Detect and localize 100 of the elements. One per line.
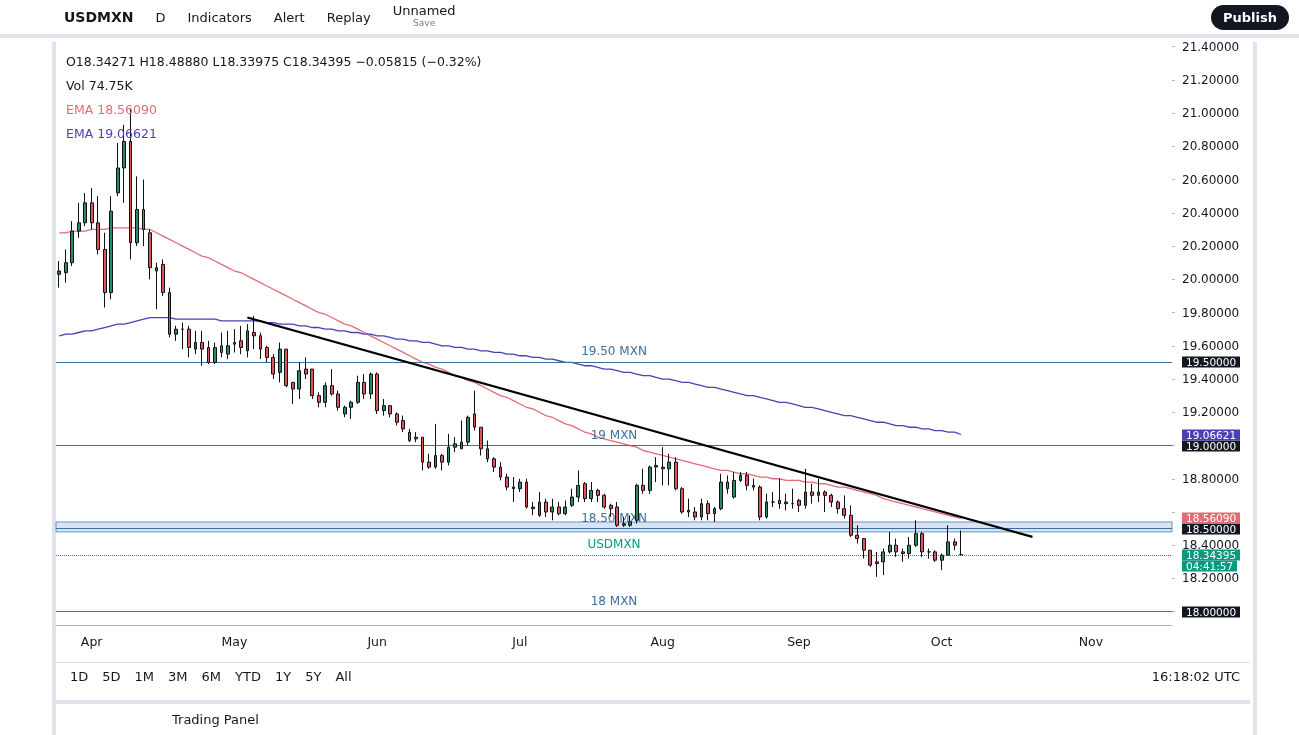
text: All (335, 669, 352, 684)
candlestick (596, 488, 600, 503)
candlestick (142, 179, 145, 247)
candlestick (940, 553, 944, 571)
candlestick (291, 381, 295, 405)
x-tick-label: Oct (930, 634, 953, 649)
candlestick (233, 328, 236, 353)
candlestick (615, 501, 619, 528)
candlestick (349, 400, 353, 420)
candlestick (499, 461, 502, 481)
candlestick (109, 195, 113, 300)
candlestick (544, 498, 548, 518)
candlestick (706, 499, 710, 521)
candlestick (155, 262, 158, 310)
candlestick (304, 356, 308, 380)
candlestick (518, 478, 522, 493)
candlestick (810, 483, 814, 505)
text: 18.34395 (1182, 548, 1241, 561)
candlestick (512, 476, 515, 503)
x-tick-label: Nov (1078, 634, 1104, 649)
candlestick (713, 506, 716, 523)
candlestick (842, 494, 846, 520)
text: 6M (201, 669, 222, 684)
candlestick (388, 405, 392, 418)
candlestick (473, 390, 476, 432)
chart-title: USDMXN (64, 9, 134, 25)
candlestick (862, 538, 866, 560)
candlestick (583, 481, 587, 503)
candlestick (83, 192, 87, 227)
candlestick (479, 426, 483, 456)
candlestick (414, 431, 418, 443)
candlestick (531, 501, 535, 516)
candlestick (70, 220, 74, 267)
y-tick-label: 21.40000 (1182, 39, 1240, 54)
candlestick (168, 287, 171, 338)
candlestick (220, 332, 223, 358)
candlestick (836, 499, 840, 515)
candlestick (823, 489, 827, 513)
candlestick (239, 325, 243, 355)
text: 3M (168, 669, 188, 684)
candlestick (213, 341, 217, 365)
candlestick (881, 548, 885, 576)
text: 04:41:57 (1182, 559, 1238, 572)
candlestick (525, 478, 528, 510)
candlestick (64, 248, 68, 284)
candlestick (693, 506, 697, 521)
candlestick (181, 322, 184, 350)
candlestick (953, 538, 957, 551)
candlestick (576, 469, 580, 503)
candlestick (778, 478, 781, 510)
candlestick (323, 381, 327, 408)
candlestick (804, 468, 807, 510)
text: Publish (1211, 4, 1289, 30)
candlestick (648, 464, 652, 495)
candlestick (868, 549, 872, 568)
candlestick (369, 371, 373, 400)
candlestick (466, 415, 470, 447)
text: 1M (134, 669, 155, 684)
candlestick (784, 493, 788, 511)
y-tick-label: 20.20000 (1182, 239, 1240, 254)
candlestick (310, 368, 314, 400)
ref-line-label: 18 MXN (590, 593, 638, 608)
candlestick (194, 330, 197, 355)
candlestick (382, 398, 386, 417)
candlestick (362, 373, 366, 400)
candlestick (894, 538, 898, 558)
candlestick (901, 548, 905, 563)
candlestick (563, 499, 567, 516)
candlestick (739, 471, 742, 483)
candlestick (797, 498, 801, 513)
text: 5Y (305, 669, 322, 684)
candlestick (401, 415, 405, 433)
y-tick-label: 20.60000 (1182, 172, 1240, 187)
candlestick (654, 456, 658, 483)
candlestick (687, 498, 690, 518)
candlestick (719, 473, 723, 511)
text: D (155, 9, 166, 25)
y-tick-label: 21.20000 (1182, 72, 1240, 87)
candlestick (284, 348, 288, 388)
candlestick (538, 491, 541, 518)
text: EMA (66, 126, 95, 141)
candlestick (421, 436, 424, 471)
text: 19.06621 (1186, 428, 1237, 440)
candlestick (447, 433, 450, 466)
candlestick (96, 195, 100, 255)
candlestick (791, 488, 794, 510)
candlestick (817, 478, 820, 503)
candlestick (356, 375, 360, 405)
candlestick (103, 232, 107, 309)
text: 16:18:02 UTC (1151, 669, 1240, 684)
annotation: O18.34271 H18.48880 L18.33975 C18.34395 −0.05815 (−0.32%) (66, 53, 482, 71)
candlestick (875, 551, 879, 578)
candlestick (90, 187, 94, 230)
text: 18.50000 (1182, 522, 1241, 535)
y-tick-label: 18.80000 (1182, 471, 1240, 486)
candlestick (135, 175, 139, 247)
text: 18.00000 (1182, 605, 1241, 618)
y-tick-label: 20.00000 (1182, 272, 1240, 287)
candlestick (174, 325, 178, 342)
text: Indicators (187, 9, 252, 25)
